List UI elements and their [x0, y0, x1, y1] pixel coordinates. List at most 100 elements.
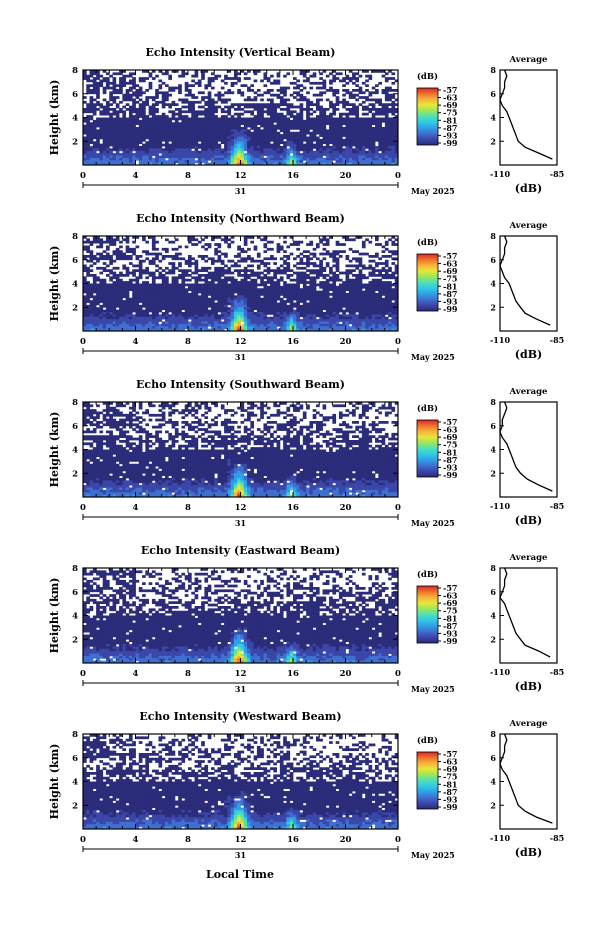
x-tick-label: 12: [235, 171, 247, 181]
x-tick-label: 0: [80, 503, 86, 513]
day-label: 31: [235, 850, 246, 860]
colorbar-tick: -57: [443, 749, 457, 759]
colorbar-tick: -57: [443, 583, 457, 593]
average-y-tick: 2: [490, 136, 496, 146]
beam-panel: Echo Intensity (Northward Beam) 2 4 6 8 Heigh…: [48, 212, 564, 362]
x-tick-label: 8: [185, 669, 191, 679]
colorbar-tick: -69: [443, 598, 458, 608]
average-y-tick: 4: [490, 777, 496, 787]
y-tick-label: 2: [72, 137, 78, 147]
average-y-tick: 6: [490, 587, 496, 597]
colorbar-tick: -69: [443, 432, 458, 442]
average-title: Average: [509, 387, 549, 397]
x-axis-label: Local Time: [206, 868, 274, 881]
colorbar-tick: -75: [443, 440, 457, 450]
colorbar-tick: -63: [443, 591, 458, 601]
colorbar-tick: -81: [443, 447, 457, 457]
beam-panel: Echo Intensity (Eastward Beam) 2 4 6 8 Height…: [48, 544, 564, 694]
y-tick-label: 8: [72, 730, 78, 740]
x-tick-label: 4: [133, 669, 139, 679]
colorbar: [416, 253, 439, 312]
average-profile-line: [499, 235, 551, 326]
chart-title: Echo Intensity (Southward Beam): [136, 378, 345, 391]
colorbar-tick: -75: [443, 606, 457, 616]
average-x-label: (dB): [515, 514, 542, 527]
average-y-tick: 8: [490, 65, 496, 75]
colorbar-tick: -99: [443, 636, 458, 646]
colorbar-tick: -75: [443, 274, 457, 284]
colorbar-label: (dB): [417, 569, 438, 580]
average-x-tick: -85: [550, 833, 564, 843]
colorbar-tick: -99: [443, 304, 458, 314]
y-tick-label: 2: [72, 303, 78, 313]
month-label: May 2025: [411, 850, 455, 860]
y-tick-label: 4: [72, 114, 78, 124]
colorbar-tick: -87: [443, 787, 457, 797]
x-tick-label: 16: [287, 171, 299, 181]
average-x-tick: -110: [490, 335, 510, 345]
x-tick-label: 0: [395, 503, 401, 513]
y-tick-label: 6: [72, 90, 78, 100]
colorbar-tick: -63: [443, 259, 458, 269]
average-x-tick: -85: [550, 169, 564, 179]
x-tick-label: 8: [185, 337, 191, 347]
y-tick-label: 6: [72, 256, 78, 266]
beam-panel: Echo Intensity (Vertical Beam) 2 4 6 8 Height…: [48, 46, 564, 196]
colorbar-tick: -75: [443, 108, 457, 118]
colorbar-tick: -87: [443, 123, 457, 133]
x-tick-label: 4: [133, 835, 139, 845]
month-label: May 2025: [411, 684, 455, 694]
x-tick-label: 0: [80, 835, 86, 845]
colorbar-tick: -57: [443, 251, 457, 261]
x-tick-label: 20: [340, 503, 352, 513]
colorbar: [416, 585, 439, 644]
average-y-tick: 4: [490, 611, 496, 621]
x-tick-label: 0: [80, 337, 86, 347]
average-x-tick: -85: [550, 501, 564, 511]
y-tick-label: 6: [72, 754, 78, 764]
colorbar-tick: -93: [443, 628, 458, 638]
day-label: 31: [235, 186, 246, 196]
colorbar-tick: -75: [443, 772, 457, 782]
colorbar-tick: -81: [443, 115, 457, 125]
average-profile-line: [499, 733, 553, 824]
colorbar-tick: -93: [443, 794, 458, 804]
x-tick-label: 12: [235, 669, 247, 679]
colorbar-tick: -87: [443, 621, 457, 631]
x-tick-label: 20: [340, 669, 352, 679]
average-x-label: (dB): [515, 680, 542, 693]
colorbar-tick: -57: [443, 85, 457, 95]
chart-title: Echo Intensity (Eastward Beam): [141, 544, 340, 557]
average-x-tick: -85: [550, 667, 564, 677]
colorbar-label: (dB): [417, 237, 438, 248]
average-x-tick: -110: [490, 833, 510, 843]
month-label: May 2025: [411, 186, 455, 196]
x-tick-label: 12: [235, 337, 247, 347]
average-x-label: (dB): [515, 182, 542, 195]
x-tick-label: 20: [340, 337, 352, 347]
colorbar-tick: -81: [443, 281, 457, 291]
chart-title: Echo Intensity (Northward Beam): [136, 212, 345, 225]
x-tick-label: 8: [185, 835, 191, 845]
y-tick-label: 8: [72, 66, 78, 76]
beam-panel: Echo Intensity (Westward Beam) 2 4 6 8 Height…: [48, 710, 564, 860]
x-tick-label: 4: [133, 171, 139, 181]
colorbar-tick: -93: [443, 462, 458, 472]
average-y-tick: 4: [490, 279, 496, 289]
month-label: May 2025: [411, 518, 455, 528]
heatmap-cells: [83, 568, 399, 664]
average-y-tick: 2: [490, 302, 496, 312]
average-y-tick: 8: [490, 231, 496, 241]
colorbar-tick: -87: [443, 455, 457, 465]
colorbar-tick: -57: [443, 417, 457, 427]
average-title: Average: [509, 553, 549, 563]
average-y-tick: 4: [490, 113, 496, 123]
colorbar-tick: -69: [443, 266, 458, 276]
colorbar-tick: -69: [443, 100, 458, 110]
x-tick-label: 0: [395, 669, 401, 679]
y-tick-label: 6: [72, 422, 78, 432]
average-y-tick: 6: [490, 421, 496, 431]
x-tick-label: 16: [287, 835, 299, 845]
x-tick-label: 16: [287, 669, 299, 679]
x-tick-label: 12: [235, 835, 247, 845]
